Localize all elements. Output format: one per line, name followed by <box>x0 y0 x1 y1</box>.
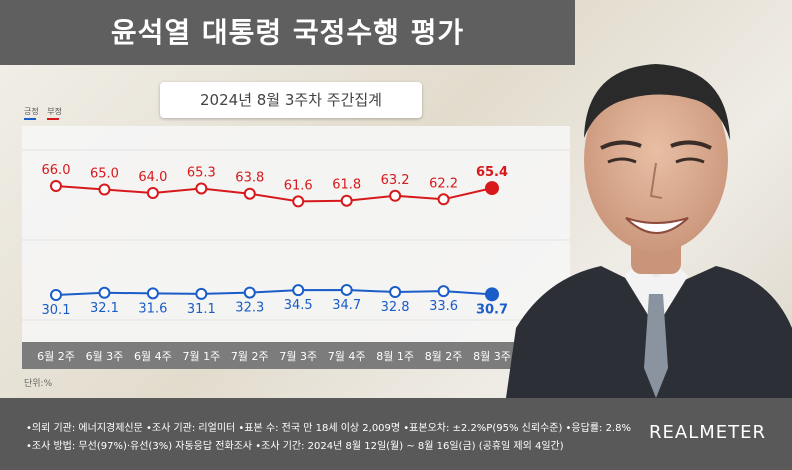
data-label-positive: 33.6 <box>429 299 458 314</box>
data-point-positive <box>243 286 256 299</box>
data-point-positive <box>437 285 450 298</box>
data-label-negative: 61.8 <box>332 178 361 193</box>
x-tick-label: 7월 2주 <box>231 350 269 363</box>
data-label-positive: 34.7 <box>332 298 361 313</box>
data-point-negative <box>243 187 256 200</box>
data-label-positive: 30.7 <box>476 302 508 317</box>
data-label-positive: 32.8 <box>381 300 410 315</box>
data-label-positive: 31.1 <box>187 302 216 317</box>
data-label-positive: 34.5 <box>284 298 313 313</box>
data-label-negative: 61.6 <box>284 178 313 193</box>
data-point-positive <box>389 286 402 299</box>
title-band <box>0 0 575 65</box>
data-point-positive <box>146 287 159 300</box>
data-point-positive <box>340 283 353 296</box>
legend-swatch-negative <box>47 118 60 120</box>
data-point-positive <box>292 284 305 297</box>
data-label-positive: 32.3 <box>235 301 264 316</box>
legend-item-negative: 부정 <box>47 106 62 120</box>
survey-note-line2: •조사 방법: 무선(97%)·유선(3%) 자동응답 전화조사 •조사 기간:… <box>26 441 564 452</box>
data-label-negative: 66.0 <box>42 163 71 178</box>
data-label-positive: 32.1 <box>90 301 119 316</box>
data-point-positive <box>98 286 111 299</box>
data-point-negative <box>389 189 402 202</box>
data-label-negative: 63.8 <box>235 171 264 186</box>
x-tick-label: 6월 3주 <box>86 350 124 363</box>
plot-area <box>22 126 570 342</box>
x-tick-label: 7월 1주 <box>182 350 220 363</box>
data-label-negative: 65.0 <box>90 167 119 182</box>
data-point-negative <box>50 180 62 192</box>
data-label-negative: 63.2 <box>381 173 410 188</box>
president-portrait <box>506 64 792 398</box>
data-label-positive: 31.6 <box>138 301 167 316</box>
page-title: 윤석열 대통령 국정수행 평가 <box>110 16 465 49</box>
data-label-negative: 65.4 <box>476 165 508 180</box>
legend-label-negative: 부정 <box>47 107 63 116</box>
survey-note-line1: •의뢰 기관: 에너지경제신문 •조사 기관: 리얼미터 •표본 수: 전국 만… <box>26 423 631 434</box>
data-point-negative <box>98 183 111 196</box>
footer-bar <box>0 398 792 470</box>
data-point-positive <box>50 289 62 301</box>
x-tick-label: 8월 2주 <box>425 350 463 363</box>
series-line-positive <box>55 288 493 296</box>
x-axis-band <box>22 342 570 369</box>
data-point-negative <box>195 182 208 195</box>
data-label-negative: 62.2 <box>429 176 458 191</box>
unit-label: 단위:% <box>24 379 53 389</box>
x-tick-label: 8월 3주 <box>473 350 511 363</box>
data-label-positive: 30.1 <box>42 303 71 318</box>
chart-subtitle: 2024년 8월 3주차 주간집계 <box>160 82 422 118</box>
data-point-negative <box>485 181 499 196</box>
data-point-positive <box>485 287 499 302</box>
x-tick-label: 8월 1주 <box>376 350 414 363</box>
series-line-negative <box>55 185 493 203</box>
x-tick-label: 6월 4주 <box>134 350 172 363</box>
x-tick-label: 7월 4주 <box>328 350 366 363</box>
legend-swatch-positive <box>24 118 36 120</box>
data-point-positive <box>195 287 208 300</box>
x-tick-label: 6월 2주 <box>37 350 75 363</box>
legend-item-positive: 긍정 <box>24 106 39 120</box>
chart-legend: 긍정 부정 <box>24 106 68 120</box>
brand-logo: REALMETER <box>649 422 766 443</box>
data-point-negative <box>292 195 305 208</box>
x-tick-label: 7월 3주 <box>279 350 317 363</box>
data-point-negative <box>146 187 159 199</box>
data-label-negative: 64.0 <box>138 170 167 185</box>
legend-label-positive: 긍정 <box>24 107 39 116</box>
data-point-negative <box>437 193 450 206</box>
data-point-negative <box>340 194 353 207</box>
data-label-negative: 65.3 <box>187 165 216 180</box>
